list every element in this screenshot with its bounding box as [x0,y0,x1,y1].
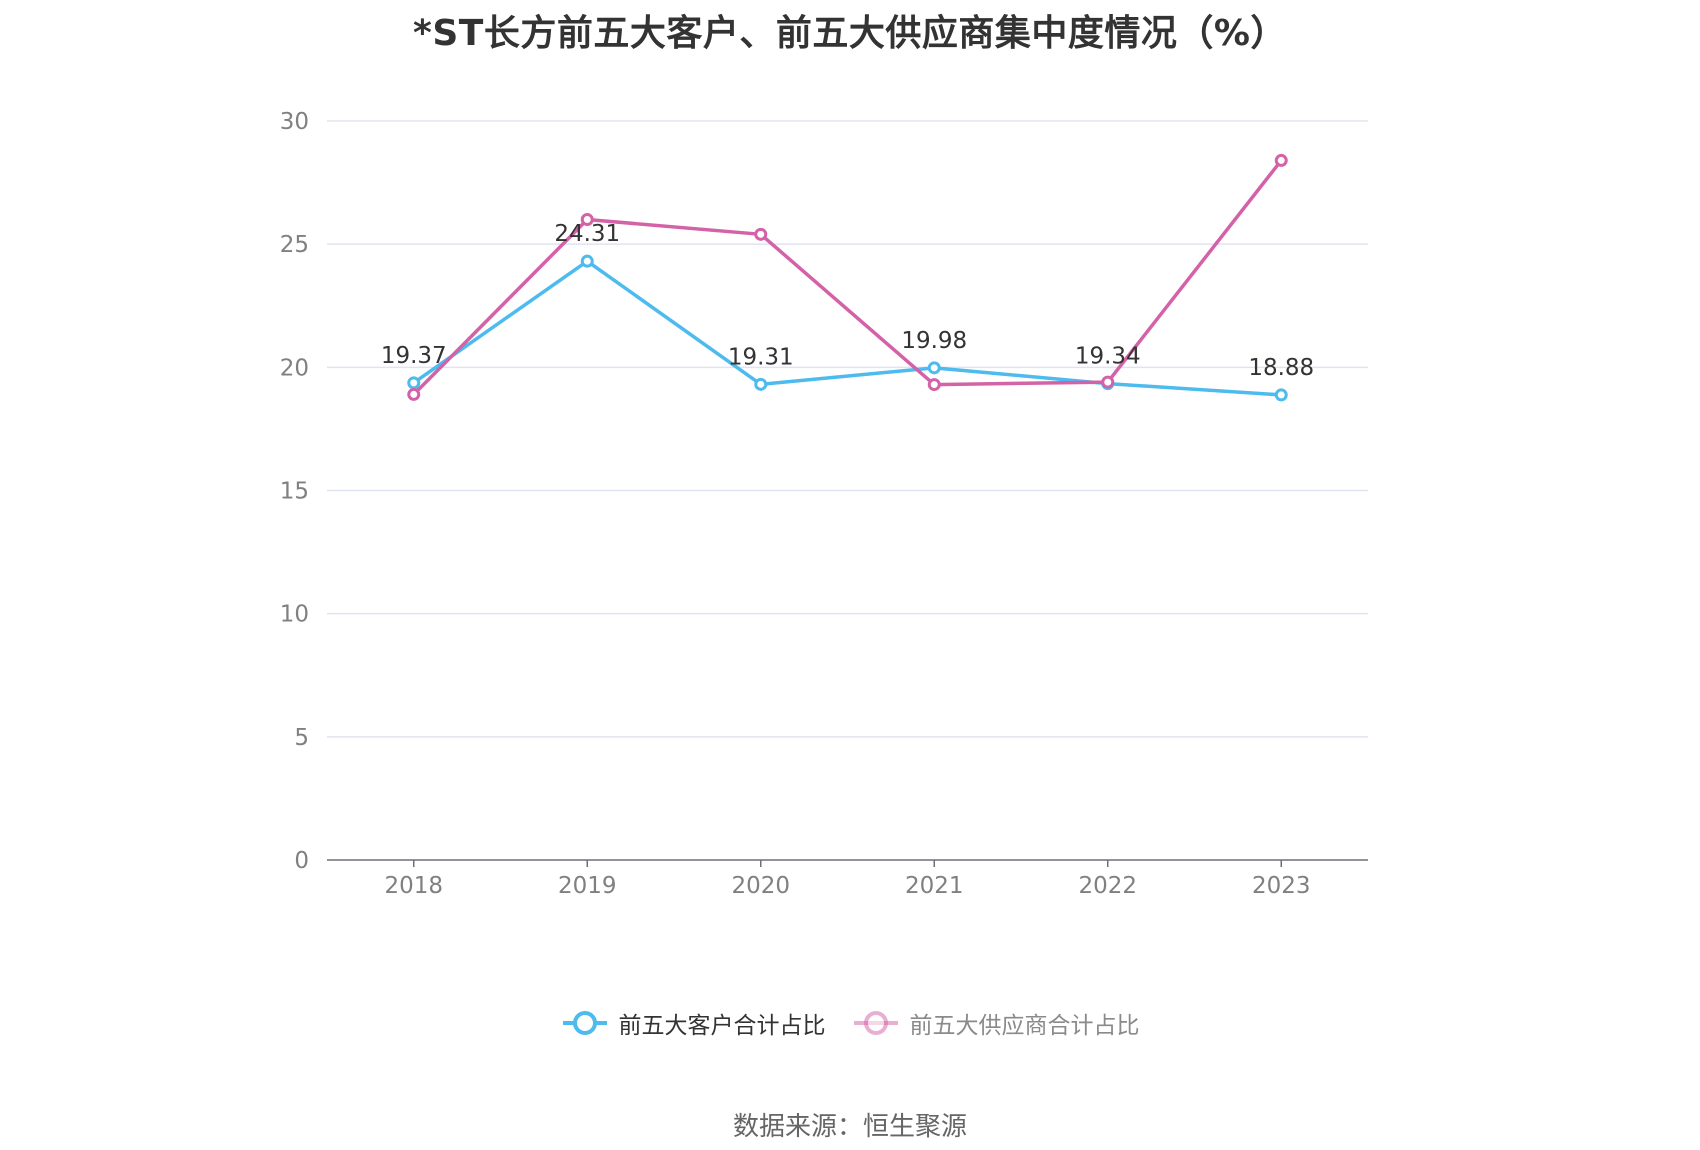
chart-title: *ST长方前五大客户、前五大供应商集中度情况（%） [413,13,1287,54]
x-tick-label-2023: 2023 [1252,873,1311,899]
series-0-data-label-2023: 18.88 [1248,355,1314,381]
y-tick-label-15: 15 [280,479,309,505]
y-tick-label-20: 20 [280,355,309,381]
x-tick-label-2018: 2018 [384,873,443,899]
series-0-data-label-2019: 24.31 [554,221,620,247]
y-tick-label-25: 25 [280,232,309,258]
data-labels: 19.37 24.31 19.31 19.98 19.34 18.88 [381,221,1314,381]
legend-item-suppliers[interactable]: 前五大供应商合计占比 [852,1006,1140,1040]
series-0-point-2023[interactable] [1274,388,1288,402]
legend-label-suppliers: 前五大供应商合计占比 [909,1013,1140,1039]
series-line-1 [412,158,1283,397]
source-note: 数据来源：恒生聚源 [732,1112,967,1142]
series-0-point-2018[interactable] [407,376,421,390]
series-0-point-2020[interactable] [754,377,768,391]
series-0-point-2019[interactable] [580,254,594,268]
legend-marker-customers-icon [562,1011,607,1035]
legend-label-customers: 前五大客户合计占比 [618,1013,826,1039]
series-1-point-2021[interactable] [927,378,941,392]
x-tick-label-2021: 2021 [905,873,964,899]
x-tick-label-2020: 2020 [731,873,790,899]
x-tick-label-2019: 2019 [558,873,617,899]
series-1-point-2019[interactable] [580,213,594,227]
y-tick-label-5: 5 [294,725,309,751]
x-tick-label-2022: 2022 [1078,873,1137,899]
grid-lines [327,120,1368,738]
series-1-point-2018[interactable] [407,387,421,401]
series-0-data-label-2020: 19.31 [728,344,794,370]
series-1-point-2020[interactable] [754,227,768,241]
y-tick-label-0: 0 [294,848,309,874]
series-0-data-label-2018: 19.37 [381,343,447,369]
series-0-data-label-2022: 19.34 [1075,344,1141,370]
legend: 前五大客户合计占比 前五大供应商合计占比 [0,1006,1700,1040]
legend-item-customers[interactable]: 前五大客户合计占比 [561,1006,826,1040]
y-tick-label-10: 10 [280,602,309,628]
series-lines [407,153,1288,402]
series-1-point-2022[interactable] [1101,375,1115,389]
series-1-point-2023[interactable] [1274,153,1288,167]
series-0-point-2021[interactable] [927,361,941,375]
legend-marker-suppliers-icon [853,1011,898,1035]
y-tick-label-30: 30 [280,109,309,135]
axes: 0 5 10 15 20 25 30 2018 2019 2020 2021 2022 2023 [280,109,1368,899]
series-0-data-label-2021: 19.98 [901,328,967,354]
series-line-0 [412,259,1283,397]
